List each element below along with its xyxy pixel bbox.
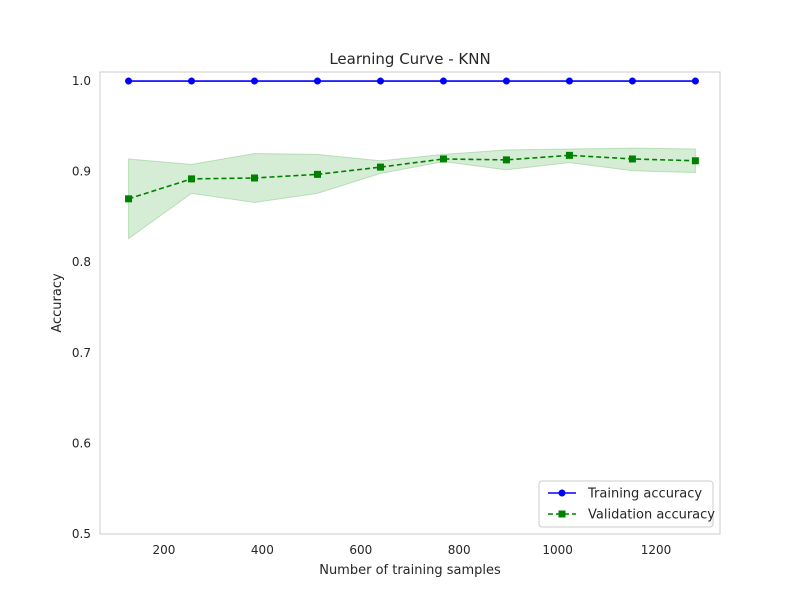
y-tick-label: 0.5 bbox=[72, 527, 91, 541]
y-tick-label: 0.7 bbox=[72, 346, 91, 360]
validation-accuracy-band bbox=[128, 147, 696, 240]
y-axis-label: Accuracy bbox=[50, 273, 65, 333]
legend-training-marker bbox=[558, 489, 566, 497]
plot-area bbox=[99, 71, 721, 535]
y-tick-labels: 0.5 0.6 0.7 0.8 0.9 1.0 bbox=[72, 74, 91, 541]
validation-accuracy-point bbox=[628, 155, 636, 163]
x-tick-label: 1200 bbox=[641, 543, 672, 557]
x-axis-label: Number of training samples bbox=[319, 563, 501, 578]
y-tick-label: 0.6 bbox=[72, 436, 91, 450]
validation-accuracy-point bbox=[251, 174, 259, 182]
series-layer bbox=[125, 77, 699, 203]
validation-accuracy-point bbox=[439, 155, 447, 163]
legend-box bbox=[538, 480, 714, 528]
x-tick-label: 600 bbox=[349, 543, 372, 557]
x-tick-label: 400 bbox=[251, 543, 274, 557]
x-tick-label: 200 bbox=[153, 543, 176, 557]
validation-accuracy-point bbox=[313, 170, 321, 178]
validation-accuracy-point bbox=[376, 163, 384, 171]
chart-title: Learning Curve - KNN bbox=[329, 50, 490, 68]
confidence-band-layer bbox=[128, 147, 696, 240]
training-accuracy-point bbox=[188, 77, 196, 85]
legend: Training accuracy Validation accuracy bbox=[538, 480, 715, 528]
validation-accuracy-point bbox=[565, 151, 573, 159]
validation-accuracy-point bbox=[125, 195, 133, 203]
training-accuracy-point bbox=[502, 77, 510, 85]
validation-accuracy-point bbox=[691, 157, 699, 165]
validation-accuracy-point bbox=[188, 175, 196, 183]
training-accuracy-point bbox=[439, 77, 447, 85]
training-accuracy-point bbox=[691, 77, 699, 85]
y-tick-label: 0.9 bbox=[72, 165, 91, 179]
legend-training-label: Training accuracy bbox=[587, 487, 702, 502]
training-accuracy-point bbox=[125, 77, 133, 85]
training-accuracy-point bbox=[376, 77, 384, 85]
validation-accuracy-line bbox=[128, 154, 696, 200]
x-tick-label: 800 bbox=[448, 543, 471, 557]
x-tick-label: 1000 bbox=[542, 543, 573, 557]
training-accuracy-point bbox=[565, 77, 573, 85]
legend-validation-marker bbox=[558, 510, 566, 518]
x-tick-labels: 200 400 600 800 1000 1200 bbox=[153, 543, 672, 557]
training-accuracy-point bbox=[251, 77, 259, 85]
training-accuracy-point bbox=[628, 77, 636, 85]
training-accuracy-point bbox=[313, 77, 321, 85]
y-tick-label: 0.8 bbox=[72, 255, 91, 269]
validation-accuracy-point bbox=[502, 156, 510, 164]
y-tick-label: 1.0 bbox=[72, 74, 91, 88]
legend-validation-label: Validation accuracy bbox=[588, 508, 715, 523]
